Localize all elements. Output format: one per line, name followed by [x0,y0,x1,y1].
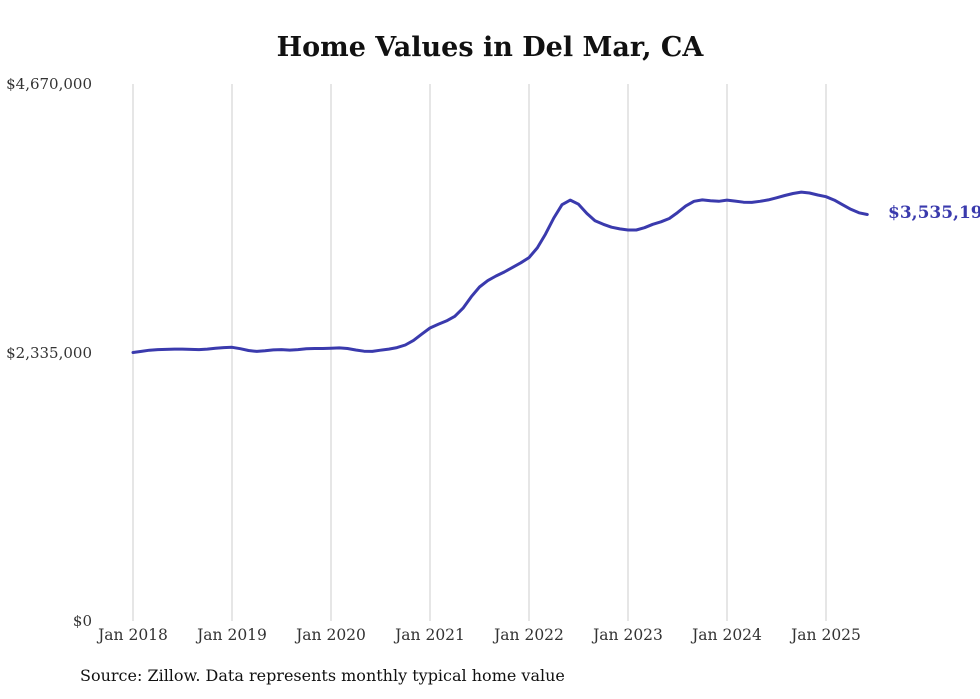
x-tick-label: Jan 2018 [98,626,168,644]
y-tick-label: $2,335,000 [6,343,92,362]
latest-value-label: $3,535,197 [888,203,980,223]
x-tick-label: Jan 2023 [593,626,663,644]
chart-title: Home Values in Del Mar, CA [276,32,704,63]
x-tick-label: Jan 2025 [791,626,861,644]
x-tick-label: Jan 2019 [197,626,267,644]
x-tick-label: Jan 2020 [296,626,366,644]
home-value-series-line [131,190,869,354]
y-tick-label: $0 [72,612,92,630]
x-tick-label: Jan 2024 [692,626,762,644]
source-note: Source: Zillow. Data represents monthly … [80,666,565,685]
y-tick-label: $4,670,000 [6,75,92,93]
x-tick-label: Jan 2022 [494,626,564,644]
x-tick-label: Jan 2021 [395,626,465,644]
